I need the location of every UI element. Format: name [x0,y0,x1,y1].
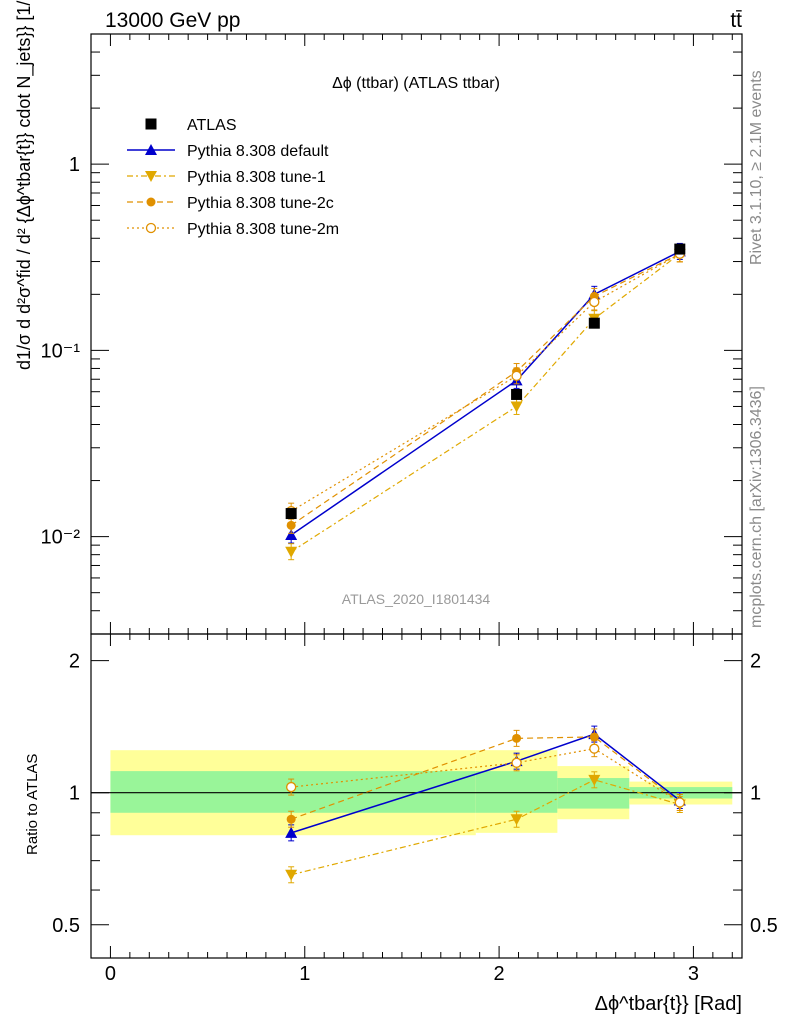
legend-label: Pythia 8.308 tune-2m [187,221,339,238]
marker-circle [589,732,599,742]
marker-open-circle [145,222,157,234]
legend-label: Pythia 8.308 tune-1 [187,169,326,186]
marker-square [511,388,523,400]
marker-circle [286,520,296,530]
marker-square [145,118,157,130]
ratio-y-tick-label-right: 2 [750,651,761,673]
main-series-pythia-8-308-tune-1 [285,245,686,561]
marker-triangle-up [285,826,298,838]
ratio-y-axis-label: Ratio to ATLAS [24,754,41,855]
marker-triangle-down [510,814,523,826]
y-tick-label: 10⁻¹ [41,340,81,362]
y-tick-label: 10⁻² [41,527,81,549]
marker-open-circle [286,781,297,793]
ratio-y-tick-label: 2 [69,651,80,673]
marker-triangle-down [588,774,601,786]
main-series-pythia-8-308-tune-2m [286,245,685,520]
plot-title: Δϕ (ttbar) (ATLAS ttbar) [332,75,500,92]
mcplots-label: mcplots.cern.ch [arXiv:1306.3436] [748,386,765,628]
series-line [290,253,681,512]
x-axis-label: Δϕ^tbar{t}} [Rad] [595,993,742,1015]
x-tick-label: 0 [105,963,116,985]
legend-entry: Pythia 8.308 default [127,143,329,160]
legend: ATLAS Pythia 8.308 default Pythia 8.308 tu… [127,117,339,238]
series-line [290,736,681,820]
energy-label: 13000 GeV pp [105,9,240,32]
legend-entry: ATLAS [145,117,237,134]
legend-entry: Pythia 8.308 tune-1 [127,169,326,186]
legend-entry: Pythia 8.308 tune-2c [127,195,334,212]
marker-triangle-up [145,144,157,155]
legend-entry: Pythia 8.308 tune-2m [127,221,339,238]
ratio-band-inner [475,771,558,813]
marker-square [285,508,297,520]
y-tick-label: 1 [69,154,80,176]
marker-circle [512,733,522,743]
series-layer [285,242,686,884]
ratio-plot-frame [90,633,743,959]
marker-triangle-down [510,401,523,413]
legend-label: ATLAS [187,117,237,134]
marker-open-circle [511,370,522,381]
ratio-y-tick-label-right: 1 [750,783,761,805]
legend-label: Pythia 8.308 default [187,143,329,160]
x-tick-label: 2 [494,963,505,985]
ratio-y-tick-label: 0.5 [52,915,80,937]
series-line [290,250,681,536]
main-series-atlas [285,243,686,520]
marker-triangle-up [285,529,298,541]
ratio-y-tick-label: 1 [69,783,80,805]
series-line [291,779,680,876]
x-tick-label: 3 [688,963,699,985]
main-y-axis-label: d1/σ d d²σ^fid / d² {Δϕ^tbar{t}} cdot N_… [14,0,35,370]
marker-open-circle [589,296,600,308]
legend-label: Pythia 8.308 tune-2c [187,195,334,212]
series-line [291,748,681,803]
marker-open-circle [589,743,600,754]
marker-square [588,317,600,329]
marker-triangle-down [145,171,157,182]
axes: 0 1 2 3 10⁻² 10⁻¹ 1 0.5 0.5 1 1 2 2 [41,33,778,985]
ratio-series-pythia-8-308-tune-2m [286,740,685,811]
x-tick-label: 1 [299,963,310,985]
marker-triangle-down [285,869,298,881]
marker-circle [286,814,296,824]
marker-triangle-down [285,546,298,558]
marker-open-circle [674,797,685,808]
marker-square [674,243,686,255]
series-line [290,253,681,553]
ratio-band-inner [110,771,476,813]
analysis-id: ATLAS_2020_I1801434 [342,591,491,607]
process-label: tt̄ [730,9,742,32]
marker-circle [146,197,156,207]
main-series-pythia-8-308-tune-2c [286,245,685,534]
marker-open-circle [511,757,522,768]
series-line [290,253,681,526]
rivet-version-label: Rivet 3.1.10, ≥ 2.1M events [748,70,765,265]
series-line [290,733,681,834]
ratio-y-tick-label-right: 0.5 [750,915,778,937]
